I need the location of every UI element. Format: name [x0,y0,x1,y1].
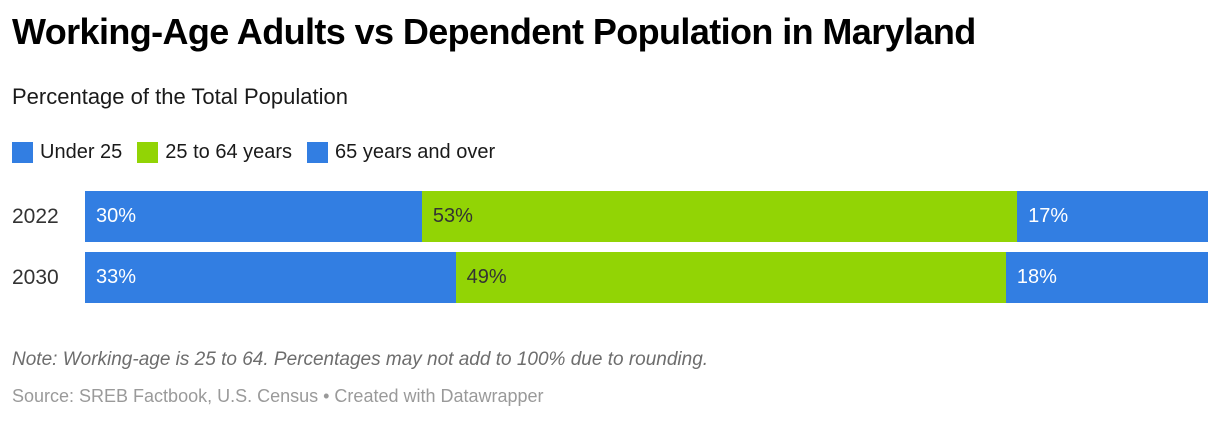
legend-swatch-25-to-64 [137,141,159,163]
legend-item-under-25: Under 25 [12,141,123,164]
bar-value-label: 49% [466,266,507,289]
legend-item-25-to-64: 25 to 64 years [137,141,293,164]
bar-row-2022: 2022 30% 53% 17% [12,191,1208,243]
bar-value-label: 53% [432,205,473,228]
legend-label: Under 25 [40,141,123,164]
legend-item-65-and-over: 65 years and over [307,141,496,164]
legend-label: 65 years and over [335,141,496,164]
bar-segment-65-and-over: 17% [1017,191,1208,243]
category-label: 2030 [12,265,59,289]
bar-value-label: 33% [96,266,137,289]
bar-value-label: 30% [96,205,137,228]
bar-chart: 2022 30% 53% 17% 2030 33% 49% 18% [12,191,1208,304]
bar-segment-25-to-64: 49% [455,252,1006,304]
bar-row-2030: 2030 33% 49% 18% [12,252,1208,304]
chart-note: Note: Working-age is 25 to 64. Percentag… [12,349,709,371]
category-label: 2022 [12,204,59,228]
chart-source: Source: SREB Factbook, U.S. Census • Cre… [12,386,544,407]
bar-segment-25-to-64: 53% [421,191,1018,243]
chart-subtitle: Percentage of the Total Population [12,84,348,110]
legend: Under 25 25 to 64 years 65 years and ove… [12,140,1208,164]
chart-title: Working-Age Adults vs Dependent Populati… [12,11,976,52]
bar-value-label: 18% [1016,266,1057,289]
bar-value-label: 17% [1028,205,1069,228]
legend-swatch-65-and-over [307,141,329,163]
legend-label: 25 to 64 years [165,141,293,164]
bar-segment-65-and-over: 18% [1005,252,1208,304]
legend-swatch-under-25 [12,141,33,163]
bar-segment-under-25: 30% [85,191,422,243]
bar-track: 30% 53% 17% [85,191,1208,243]
bar-segment-under-25: 33% [85,252,456,304]
bar-track: 33% 49% 18% [85,252,1208,304]
